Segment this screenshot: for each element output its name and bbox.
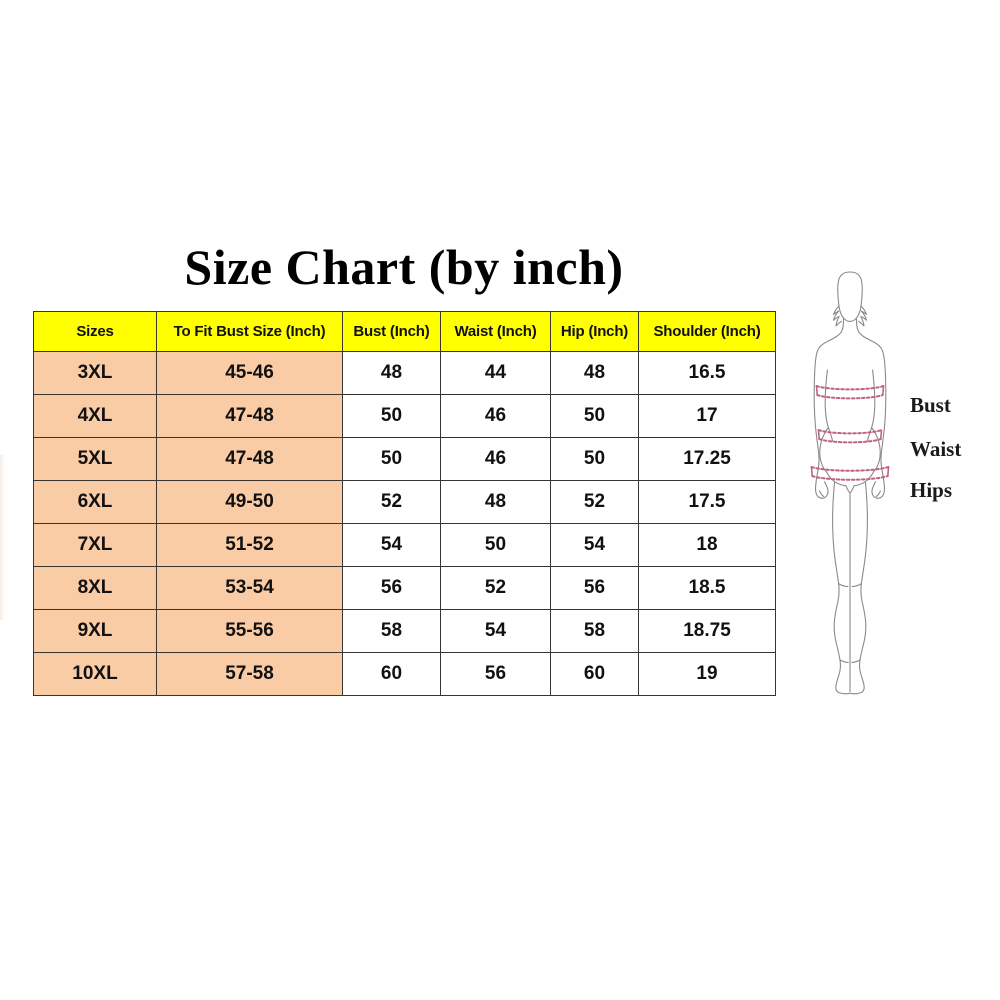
column-header-sizes: Sizes (33, 311, 157, 352)
cell-hip: 58 (550, 609, 639, 653)
body-measurement-figure (810, 271, 890, 695)
cell-to_fit_bust: 57-58 (156, 652, 343, 696)
page-title: Size Chart (by inch) (184, 239, 624, 295)
cell-bust: 54 (342, 523, 441, 567)
table-row: 9XL 55-56 58 54 58 18.75 (33, 609, 776, 653)
cell-size: 7XL (33, 523, 157, 567)
cell-bust: 50 (342, 394, 441, 438)
cell-bust: 48 (342, 351, 441, 395)
cell-waist: 46 (440, 394, 551, 438)
cell-bust: 50 (342, 437, 441, 481)
cell-hip: 54 (550, 523, 639, 567)
cell-size: 8XL (33, 566, 157, 610)
cell-to_fit_bust: 47-48 (156, 394, 343, 438)
table-row: 8XL 53-54 56 52 56 18.5 (33, 566, 776, 610)
cell-shoulder: 19 (638, 652, 776, 696)
size-chart-table: Sizes To Fit Bust Size (Inch) Bust (Inch… (33, 311, 776, 696)
cell-hip: 52 (550, 480, 639, 524)
cell-hip: 56 (550, 566, 639, 610)
cell-shoulder: 18 (638, 523, 776, 567)
column-header-shoulder: Shoulder (Inch) (638, 311, 776, 352)
cell-hip: 48 (550, 351, 639, 395)
cell-shoulder: 17 (638, 394, 776, 438)
cell-waist: 52 (440, 566, 551, 610)
cell-to_fit_bust: 47-48 (156, 437, 343, 481)
cell-waist: 50 (440, 523, 551, 567)
cell-to_fit_bust: 49-50 (156, 480, 343, 524)
cell-to_fit_bust: 53-54 (156, 566, 343, 610)
table-row: 10XL 57-58 60 56 60 19 (33, 652, 776, 696)
cell-waist: 46 (440, 437, 551, 481)
cell-size: 10XL (33, 652, 157, 696)
figure-label-waist: Waist (910, 437, 962, 461)
waist-measure-band (817, 429, 883, 444)
cell-size: 5XL (33, 437, 157, 481)
cell-waist: 54 (440, 609, 551, 653)
table-row: 4XL 47-48 50 46 50 17 (33, 394, 776, 438)
cell-shoulder: 17.25 (638, 437, 776, 481)
table-row: 7XL 51-52 54 50 54 18 (33, 523, 776, 567)
cell-size: 3XL (33, 351, 157, 395)
cell-shoulder: 17.5 (638, 480, 776, 524)
cell-waist: 44 (440, 351, 551, 395)
column-header-hip: Hip (Inch) (550, 311, 639, 352)
cell-hip: 60 (550, 652, 639, 696)
table-row: 5XL 47-48 50 46 50 17.25 (33, 437, 776, 481)
table-body: 3XL 45-46 48 44 48 16.5 4XL 47-48 50 46 50 17 5XL 47-… (33, 351, 776, 696)
figure-label-bust: Bust (910, 393, 951, 417)
figure-label-hips: Hips (910, 478, 953, 502)
cell-to_fit_bust: 45-46 (156, 351, 343, 395)
cell-bust: 56 (342, 566, 441, 610)
cell-waist: 48 (440, 480, 551, 524)
cell-bust: 52 (342, 480, 441, 524)
bust-measure-band (815, 385, 885, 400)
cell-size: 6XL (33, 480, 157, 524)
cell-bust: 60 (342, 652, 441, 696)
cell-shoulder: 18.5 (638, 566, 776, 610)
column-header-bust: Bust (Inch) (342, 311, 441, 352)
cell-bust: 58 (342, 609, 441, 653)
left-edge-artifact (0, 455, 5, 620)
figure-outline (813, 271, 887, 695)
table-row: 3XL 45-46 48 44 48 16.5 (33, 351, 776, 395)
hips-measure-band (810, 466, 890, 481)
cell-size: 4XL (33, 394, 157, 438)
cell-to_fit_bust: 55-56 (156, 609, 343, 653)
cell-shoulder: 18.75 (638, 609, 776, 653)
cell-waist: 56 (440, 652, 551, 696)
cell-hip: 50 (550, 437, 639, 481)
table-row: 6XL 49-50 52 48 52 17.5 (33, 480, 776, 524)
table-header: Sizes To Fit Bust Size (Inch) Bust (Inch… (33, 311, 776, 352)
cell-size: 9XL (33, 609, 157, 653)
column-header-to-fit-bust: To Fit Bust Size (Inch) (156, 311, 343, 352)
cell-to_fit_bust: 51-52 (156, 523, 343, 567)
column-header-waist: Waist (Inch) (440, 311, 551, 352)
cell-hip: 50 (550, 394, 639, 438)
cell-shoulder: 16.5 (638, 351, 776, 395)
table-header-row: Sizes To Fit Bust Size (Inch) Bust (Inch… (33, 311, 776, 352)
